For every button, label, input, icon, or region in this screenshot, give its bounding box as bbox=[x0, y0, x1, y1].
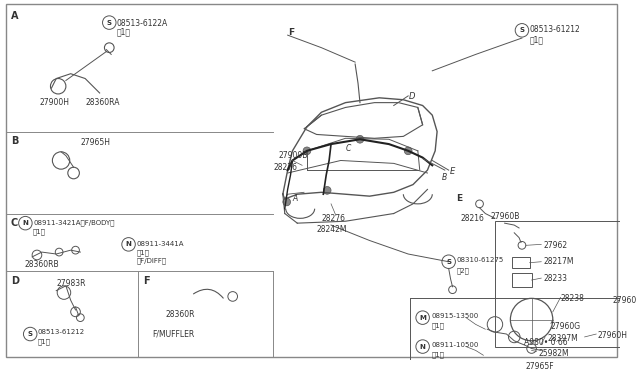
Text: 28276: 28276 bbox=[273, 163, 297, 172]
Text: 28216: 28216 bbox=[460, 214, 484, 222]
Text: 、1）: 、1） bbox=[530, 35, 543, 44]
Text: 08513-61212: 08513-61212 bbox=[530, 26, 580, 35]
Text: 28397M: 28397M bbox=[548, 334, 579, 343]
Text: 27965H: 27965H bbox=[81, 138, 110, 147]
Bar bbox=[495, 221, 635, 347]
Text: 28238: 28238 bbox=[561, 294, 584, 302]
Text: F/MUFFLER: F/MUFFLER bbox=[153, 329, 195, 338]
Text: B: B bbox=[442, 173, 447, 182]
Circle shape bbox=[303, 147, 311, 155]
Text: A: A bbox=[11, 11, 19, 21]
Text: S: S bbox=[28, 331, 33, 337]
Text: S: S bbox=[107, 20, 112, 26]
Text: E: E bbox=[456, 194, 463, 203]
Text: 08513-61212: 08513-61212 bbox=[38, 329, 85, 335]
Text: M: M bbox=[419, 315, 426, 321]
Text: 25982M: 25982M bbox=[538, 349, 569, 357]
Text: 08911-3441A: 08911-3441A bbox=[136, 241, 184, 247]
Text: 08915-13500: 08915-13500 bbox=[431, 313, 479, 319]
Text: 27960H: 27960H bbox=[597, 331, 627, 340]
Text: 27965F: 27965F bbox=[526, 362, 554, 371]
Text: 08310-61275: 08310-61275 bbox=[456, 257, 504, 263]
Text: 08911-3421A〈F/BODY〉: 08911-3421A〈F/BODY〉 bbox=[33, 219, 115, 226]
Text: A: A bbox=[292, 194, 298, 203]
Text: N: N bbox=[420, 344, 426, 350]
Circle shape bbox=[404, 147, 412, 155]
Text: C: C bbox=[11, 218, 18, 228]
Text: 27983R: 27983R bbox=[56, 279, 86, 288]
Bar bbox=[512, 273, 532, 287]
Text: D: D bbox=[11, 276, 19, 286]
Text: D: D bbox=[409, 92, 415, 101]
Text: F: F bbox=[143, 276, 150, 286]
Text: C: C bbox=[346, 144, 351, 153]
Text: N: N bbox=[22, 220, 28, 226]
Text: F: F bbox=[287, 28, 294, 38]
Bar bbox=[512, 257, 530, 269]
Bar bbox=[410, 298, 635, 372]
Text: 28360R: 28360R bbox=[165, 310, 195, 319]
Text: B: B bbox=[11, 137, 19, 146]
Text: 、1）: 、1） bbox=[431, 323, 444, 329]
Text: 、1）: 、1） bbox=[136, 249, 149, 256]
Text: 08513-6122A: 08513-6122A bbox=[117, 19, 168, 28]
Text: 、1）: 、1） bbox=[117, 28, 131, 36]
Text: 、1）: 、1） bbox=[431, 352, 444, 358]
Text: 27960G: 27960G bbox=[551, 321, 581, 330]
Text: 、2）: 、2） bbox=[456, 267, 469, 274]
Text: S: S bbox=[520, 27, 524, 33]
Circle shape bbox=[356, 135, 364, 143]
Text: 27962: 27962 bbox=[543, 241, 567, 250]
Text: 、1）: 、1） bbox=[38, 338, 51, 344]
Text: 〈F/DIFF〉: 〈F/DIFF〉 bbox=[136, 258, 166, 264]
Text: N: N bbox=[125, 241, 131, 247]
Text: 27900H: 27900H bbox=[40, 98, 70, 107]
Text: 27960: 27960 bbox=[612, 296, 637, 305]
Text: 27960B: 27960B bbox=[490, 212, 520, 221]
Circle shape bbox=[283, 198, 291, 206]
Text: 28242M: 28242M bbox=[317, 225, 347, 234]
Text: 27900B: 27900B bbox=[278, 151, 307, 160]
Text: 28276: 28276 bbox=[321, 214, 346, 222]
Circle shape bbox=[323, 186, 331, 194]
Text: S: S bbox=[446, 259, 451, 265]
Text: 28217M: 28217M bbox=[543, 257, 573, 266]
Text: 28360RB: 28360RB bbox=[24, 260, 59, 269]
Text: A980• 0·66: A980• 0·66 bbox=[524, 337, 568, 347]
Text: 28360RA: 28360RA bbox=[85, 98, 120, 107]
Text: 28233: 28233 bbox=[543, 274, 567, 283]
Text: E: E bbox=[450, 167, 455, 176]
Text: 08911-10500: 08911-10500 bbox=[431, 342, 479, 348]
Text: 、1）: 、1） bbox=[33, 228, 46, 235]
